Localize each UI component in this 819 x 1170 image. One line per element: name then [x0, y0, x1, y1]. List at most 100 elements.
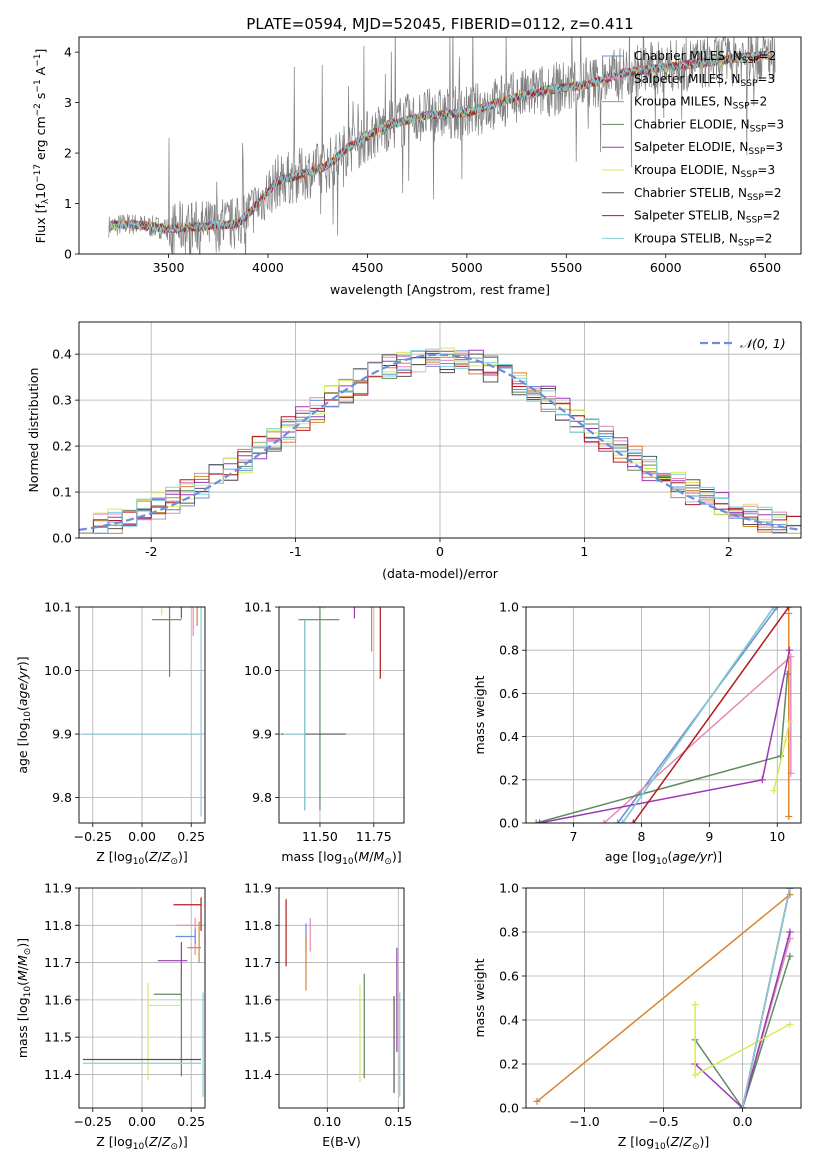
y-tick-label: 0.4 — [52, 347, 72, 362]
y-tick-label: 0.4 — [499, 1013, 519, 1028]
weight-line-kroupa-miles — [536, 894, 791, 1102]
weight-marker — [785, 609, 793, 617]
x-axis-label: Z [log10​(Z/Z⊙​)] — [96, 1134, 188, 1152]
panel-mass_vs_Z: −0.25 0.00 0.25 11.4 11.5 11.6 11.7 11.8 11.9 Z [… — [15, 881, 206, 1152]
x-tick-label: 0.25 — [177, 829, 205, 844]
x-tick-label: 4000 — [252, 260, 284, 275]
normal-curve — [79, 353, 801, 531]
errorbar-kroupa-elodie — [161, 607, 163, 616]
weight-marker — [773, 607, 781, 611]
y-tick-label: 11.7 — [244, 955, 272, 970]
y-tick-label: 11.5 — [44, 1030, 72, 1045]
weight-marker — [691, 1001, 699, 1009]
weight-line-kroupa-stelib — [741, 888, 791, 1108]
y-tick-label: 10.0 — [244, 663, 272, 678]
legend-entry: Chabrier STELIB, NSSP​=2 — [634, 186, 782, 203]
x-axis-label: Z [log10​(Z/Z⊙​)] — [618, 1134, 710, 1152]
errorbar-kroupa-miles — [371, 607, 373, 652]
legend-entry: Salpeter MILES, NSSP​=3 — [634, 72, 775, 89]
axes-frame — [78, 321, 802, 539]
y-axis-label: mass weight — [472, 958, 487, 1037]
panel-weight_vs_age: 7 8 9 10 0.0 0.2 0.4 0.6 0.8 1.0 age [log10​(age/y… — [472, 600, 802, 867]
plot-area — [79, 347, 801, 534]
axes-frame — [78, 887, 206, 1109]
axes-frame — [525, 887, 802, 1109]
weight-marker — [785, 813, 793, 821]
weight-marker — [533, 1097, 541, 1105]
weight-marker — [629, 819, 637, 823]
y-tick-label: 11.5 — [244, 1030, 272, 1045]
x-tick-label: 6000 — [650, 260, 682, 275]
axes-frame — [78, 36, 802, 255]
weight-marker — [770, 787, 778, 795]
legend-entry: Chabrier ELODIE, NSSP​=3 — [634, 117, 784, 134]
x-tick-label: 5500 — [550, 260, 582, 275]
weight-marker — [785, 717, 793, 725]
charts-layer: 3500 4000 4500 5000 5500 6000 6500 0 1 2 3 4 Chabrie… — [15, 36, 802, 1152]
legend-entry: Kroupa ELODIE, NSSP​=3 — [634, 163, 775, 180]
y-axis-label: Flux [fλ​10−17​ erg cm−2​ s−1​ A−1​] — [33, 49, 51, 244]
y-tick-label: 11.8 — [244, 918, 272, 933]
plot-area — [82, 545, 202, 817]
y-tick-label: 11.9 — [244, 881, 272, 896]
errorbar-kroupa-miles — [187, 921, 202, 963]
legend-entry: Kroupa STELIB, NSSP​=2 — [634, 231, 772, 248]
figure-title: PLATE=0594, MJD=52045, FIBERID=0112, z=0… — [246, 15, 633, 33]
y-tick-label: 0.3 — [52, 393, 72, 408]
weight-marker — [785, 607, 793, 611]
x-tick-label: 0.15 — [384, 1114, 412, 1129]
x-tick-label: 0.25 — [177, 1114, 205, 1129]
x-tick-label: 0 — [436, 544, 444, 559]
weight-marker — [691, 1071, 699, 1079]
weight-marker — [739, 1104, 747, 1108]
x-tick-label: -2 — [145, 544, 157, 559]
errorbar-salpeter-elodie — [157, 942, 188, 998]
model-line-kroupa-stelib — [110, 50, 769, 234]
plot-area — [533, 888, 794, 1108]
panel-residual_histogram: -2 -1 0 1 2 0.0 0.1 0.2 0.3 0.4 𝒩(0, 1) (data-model… — [26, 321, 802, 581]
y-axis-label: mass [log10​(M/M⊙​)] — [15, 938, 33, 1058]
x-axis-label: mass [log10​(M/M⊙​)] — [281, 849, 401, 867]
weight-line-kroupa-stelib — [621, 607, 775, 823]
y-axis-label: mass weight — [472, 675, 487, 754]
axes-frame — [278, 887, 405, 1109]
weight-marker — [781, 737, 789, 745]
weight-marker — [532, 819, 540, 823]
y-axis-label: age [log10​(age/yr)] — [15, 656, 33, 773]
errorbar-chabrier-elodie — [153, 971, 182, 1077]
weight-marker — [770, 607, 778, 611]
x-tick-label: −0.25 — [74, 1114, 112, 1129]
legend-entry: Salpeter ELODIE, NSSP​=3 — [634, 140, 783, 157]
panel-mass_vs_EBV: 0.10 0.15 11.4 11.5 11.6 11.7 11.8 11.9 E(B-V) — [244, 881, 412, 1150]
x-tick-label: 9 — [705, 829, 713, 844]
weight-marker — [786, 1020, 794, 1028]
x-tick-label: 0.10 — [313, 1114, 341, 1129]
y-tick-label: 9.9 — [252, 727, 272, 742]
x-tick-label: -1 — [289, 544, 301, 559]
y-tick-label: 0.6 — [499, 969, 519, 984]
x-tick-label: 3500 — [153, 260, 185, 275]
x-tick-label: 11.50 — [302, 829, 338, 844]
weight-marker — [758, 776, 766, 784]
weight-marker — [536, 819, 544, 823]
histogram-kroupa-stelib — [79, 348, 801, 534]
weight-marker — [618, 819, 626, 823]
y-tick-label: 1 — [64, 196, 72, 211]
axes-frame — [78, 606, 206, 824]
y-tick-label: 3 — [64, 95, 72, 110]
x-axis-label: age [log10​(age/yr)] — [605, 849, 722, 867]
errorbar-salpeter-elodie — [180, 607, 182, 619]
errorbar-kroupa-elodie — [323, 607, 325, 609]
legend-entry: Salpeter STELIB, NSSP​=2 — [634, 209, 780, 226]
x-tick-label: 0.00 — [128, 829, 156, 844]
panel-weight_vs_Z: −1.0 −0.5 0.0 0.0 0.2 0.4 0.6 0.8 1.0 Z [log10​(Z… — [472, 881, 802, 1152]
y-tick-label: 11.6 — [44, 992, 72, 1007]
weight-line-kroupa-elodie — [773, 721, 791, 791]
x-axis-label: Z [log10​(Z/Z⊙​)] — [96, 849, 188, 867]
errorbar-salpeter-stelib — [181, 545, 201, 589]
x-tick-label: 10 — [769, 829, 785, 844]
x-tick-label: −1.0 — [569, 1114, 599, 1129]
y-tick-label: 0.4 — [499, 729, 519, 744]
errorbar-chabrier-miles — [175, 929, 196, 944]
